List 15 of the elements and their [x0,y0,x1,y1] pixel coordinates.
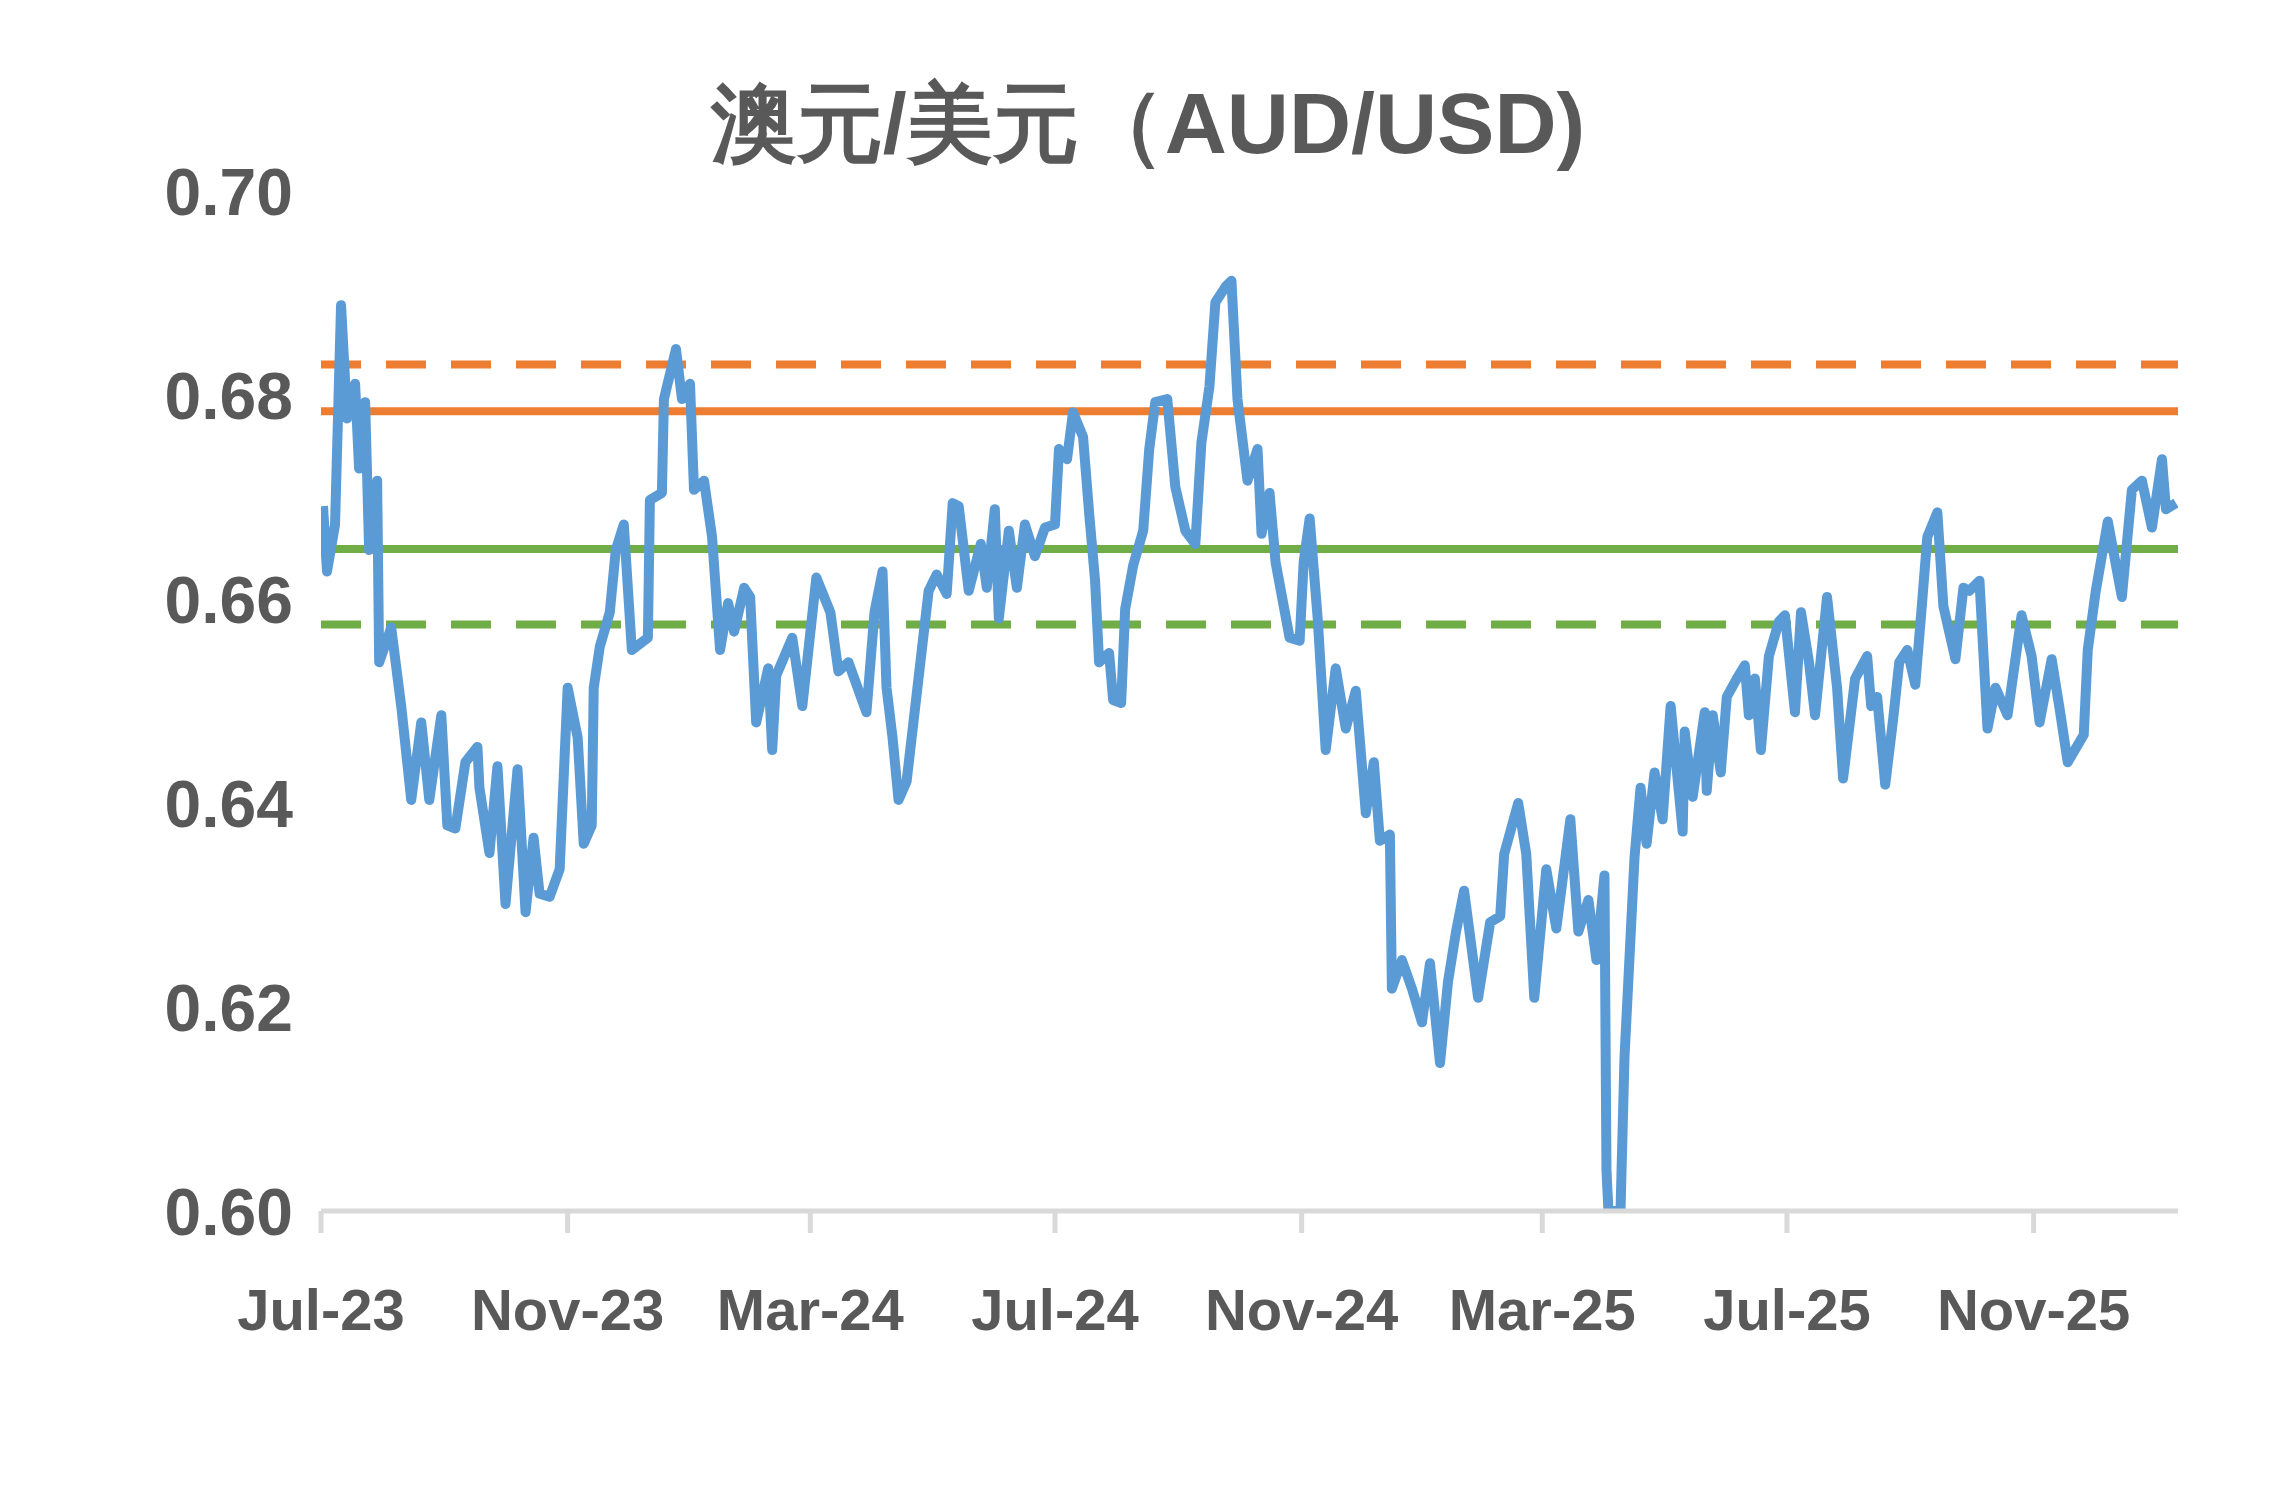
x-tick-label: Nov-23 [470,1277,665,1342]
x-tick-label: Mar-24 [716,1277,904,1342]
x-tick-label: Nov-25 [1936,1277,2131,1342]
x-tick-label: Jul-25 [1703,1277,1871,1342]
y-tick-label: 0.64 [164,767,294,841]
x-tick-label: Jul-24 [971,1277,1139,1342]
x-tick-label: Jul-23 [237,1277,405,1342]
y-tick-label: 0.68 [164,359,293,433]
chart-title: 澳元/美元（AUD/USD) [710,75,1586,171]
y-tick-label: 0.66 [164,563,293,637]
x-tick-label: Mar-25 [1448,1277,1636,1342]
y-tick-label: 0.60 [164,1175,293,1249]
y-tick-label: 0.62 [164,971,293,1045]
x-tick-label: Nov-24 [1204,1277,1399,1342]
y-tick-label: 0.70 [164,155,293,229]
